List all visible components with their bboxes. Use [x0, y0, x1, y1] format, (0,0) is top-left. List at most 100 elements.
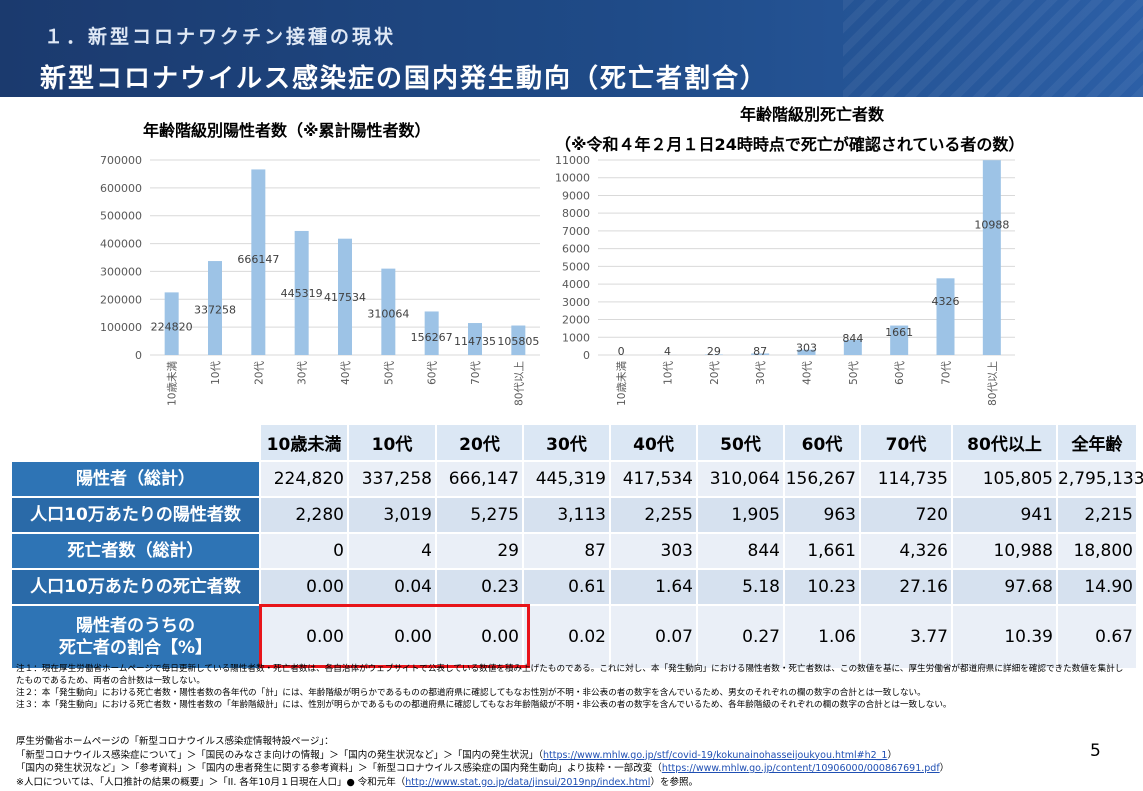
main-title: 新型コロナウイルス感染症の国内発生動向（死亡者割合）	[40, 64, 769, 94]
column-header: 20代	[435, 423, 524, 462]
data-label: 417534	[324, 291, 366, 304]
y-tick-label: 9000	[562, 189, 590, 202]
bar	[251, 169, 266, 355]
table-cell: 2,215	[1056, 496, 1138, 534]
table-cell: 0.23	[435, 568, 524, 606]
table-cell: 3.77	[859, 604, 953, 670]
table-cell: 14.90	[1056, 568, 1138, 606]
y-tick-label: 3000	[562, 296, 590, 309]
table-cell: 4,326	[859, 532, 953, 570]
data-label: 337258	[194, 303, 236, 316]
data-label: 29	[707, 345, 721, 358]
table-cell: 337,258	[347, 460, 437, 498]
column-header: 30代	[522, 423, 611, 462]
x-tick-label: 10歳未満	[616, 361, 628, 406]
source-link[interactable]: http://www.stat.go.jp/data/jinsui/2019np…	[405, 776, 651, 788]
x-tick-label: 10代	[210, 361, 222, 385]
row-header: 人口10万あたりの陽性者数	[10, 496, 261, 534]
y-tick-label: 700000	[100, 154, 142, 167]
table-cell: 1.64	[609, 568, 698, 606]
table-row: 人口10万あたりの死亡者数 0.00 0.04 0.23 0.61 1.64 5.18 10.…	[10, 568, 1138, 606]
positive-by-age-chart: 0 100000 200000 300000 400000 500000 600000 700…	[100, 154, 540, 406]
y-tick-label: 10000	[555, 172, 590, 185]
table-cell: 0.00	[347, 604, 437, 670]
row-header: 死亡者数（総計）	[10, 532, 261, 570]
bar	[424, 311, 439, 355]
bar	[843, 340, 862, 355]
bar	[164, 292, 179, 355]
table-cell: 0	[259, 532, 349, 570]
bar	[511, 325, 526, 355]
table-cell: 2,255	[609, 496, 698, 534]
table-cell: 0.27	[696, 604, 785, 670]
row-header: 陽性者（総計）	[10, 460, 261, 498]
column-header: 10歳未満	[259, 423, 349, 462]
table-cell: 2,280	[259, 496, 349, 534]
table-cell: 1.06	[783, 604, 861, 670]
y-tick-label: 1000	[562, 331, 590, 344]
data-label: 1661	[885, 326, 913, 339]
table-cell: 844	[696, 532, 785, 570]
y-tick-label: 400000	[100, 238, 142, 251]
source-block: 厚生労働省ホームページの「新型コロナウイルス感染症情報特設ページ」： 「新型コロ…	[16, 735, 1096, 789]
bar	[936, 278, 955, 355]
table-cell: 0.07	[609, 604, 698, 670]
x-tick-label: 50代	[848, 361, 860, 385]
column-header: 80代以上	[951, 423, 1058, 462]
bar	[751, 353, 770, 355]
bar	[294, 230, 309, 355]
table-cell: 97.68	[951, 568, 1058, 606]
y-tick-label: 200000	[100, 293, 142, 306]
table-cell: 4	[347, 532, 437, 570]
table-cell: 10.23	[783, 568, 861, 606]
table-cell: 5.18	[696, 568, 785, 606]
column-header: 10代	[347, 423, 437, 462]
x-tick-label: 40代	[340, 361, 352, 385]
table-cell: 156,267	[783, 460, 861, 498]
table-cell: 105,805	[951, 460, 1058, 498]
deaths-by-age-chart: 0 1000 2000 3000 4000 5000 6000 7000 8000 9000 100…	[555, 154, 1015, 406]
data-label: 224820	[151, 321, 193, 334]
table-cell: 0.04	[347, 568, 437, 606]
column-header: 50代	[696, 423, 785, 462]
data-label: 310064	[367, 307, 409, 320]
data-label: 4	[664, 345, 671, 358]
data-label: 114735	[454, 335, 496, 348]
footnotes: 注１：現在厚生労働省ホームページで毎日更新している陽性者数・死亡者数は、各自治体…	[16, 663, 1126, 711]
table-cell: 310,064	[696, 460, 785, 498]
page-number: 5	[1090, 741, 1101, 761]
x-tick-label: 10歳未満	[167, 361, 179, 406]
table-cell: 114,735	[859, 460, 953, 498]
source-link[interactable]: https://www.mhlw.go.jp/stf/covid-19/koku…	[542, 749, 888, 761]
bar	[338, 238, 352, 355]
table-cell: 224,820	[259, 460, 349, 498]
bar	[208, 261, 222, 355]
y-tick-label: 6000	[562, 243, 590, 256]
column-header: 60代	[783, 423, 861, 462]
data-label: 303	[796, 342, 817, 355]
row-header: 陽性者のうちの 死亡者の割合【%】	[10, 604, 261, 670]
table-cell: 3,019	[347, 496, 437, 534]
y-tick-label: 500000	[100, 210, 142, 223]
table-cell: 10,988	[951, 532, 1058, 570]
section-title: １．新型コロナワクチン接種の現状	[44, 26, 397, 48]
column-header: 40代	[609, 423, 698, 462]
table-cell: 2,795,133	[1056, 460, 1143, 498]
y-tick-label: 100000	[100, 321, 142, 334]
chart2-subtitle: （※令和４年２月１日24時時点で死亡が確認されている者の数）	[555, 135, 1025, 154]
table-cell: 963	[783, 496, 861, 534]
source-link[interactable]: https://www.mhlw.go.jp/content/10906000/…	[661, 763, 940, 774]
table-cell: 941	[951, 496, 1058, 534]
data-label: 4326	[932, 295, 960, 308]
y-tick-label: 2000	[562, 314, 590, 327]
table-row: 陽性者（総計） 224,820 337,258 666,147 445,319 417,5…	[10, 460, 1143, 498]
table-cell: 27.16	[859, 568, 953, 606]
table-header-row: 10歳未満 10代 20代 30代 40代 50代 60代 70代 80代以上 …	[10, 423, 1138, 462]
table-cell: 0.67	[1056, 604, 1138, 670]
source-line: 「新型コロナウイルス感染症について」＞「国民のみなさま向けの情報」＞「国内の発生…	[16, 749, 897, 761]
data-label: 10988	[974, 218, 1009, 231]
source-line: ※人口については、「人口推計の結果の概要」＞「II. 各年10月１日現在人口」●…	[16, 776, 698, 788]
y-tick-label: 0	[583, 349, 590, 362]
table-cell: 303	[609, 532, 698, 570]
table-cell: 0.00	[259, 568, 349, 606]
